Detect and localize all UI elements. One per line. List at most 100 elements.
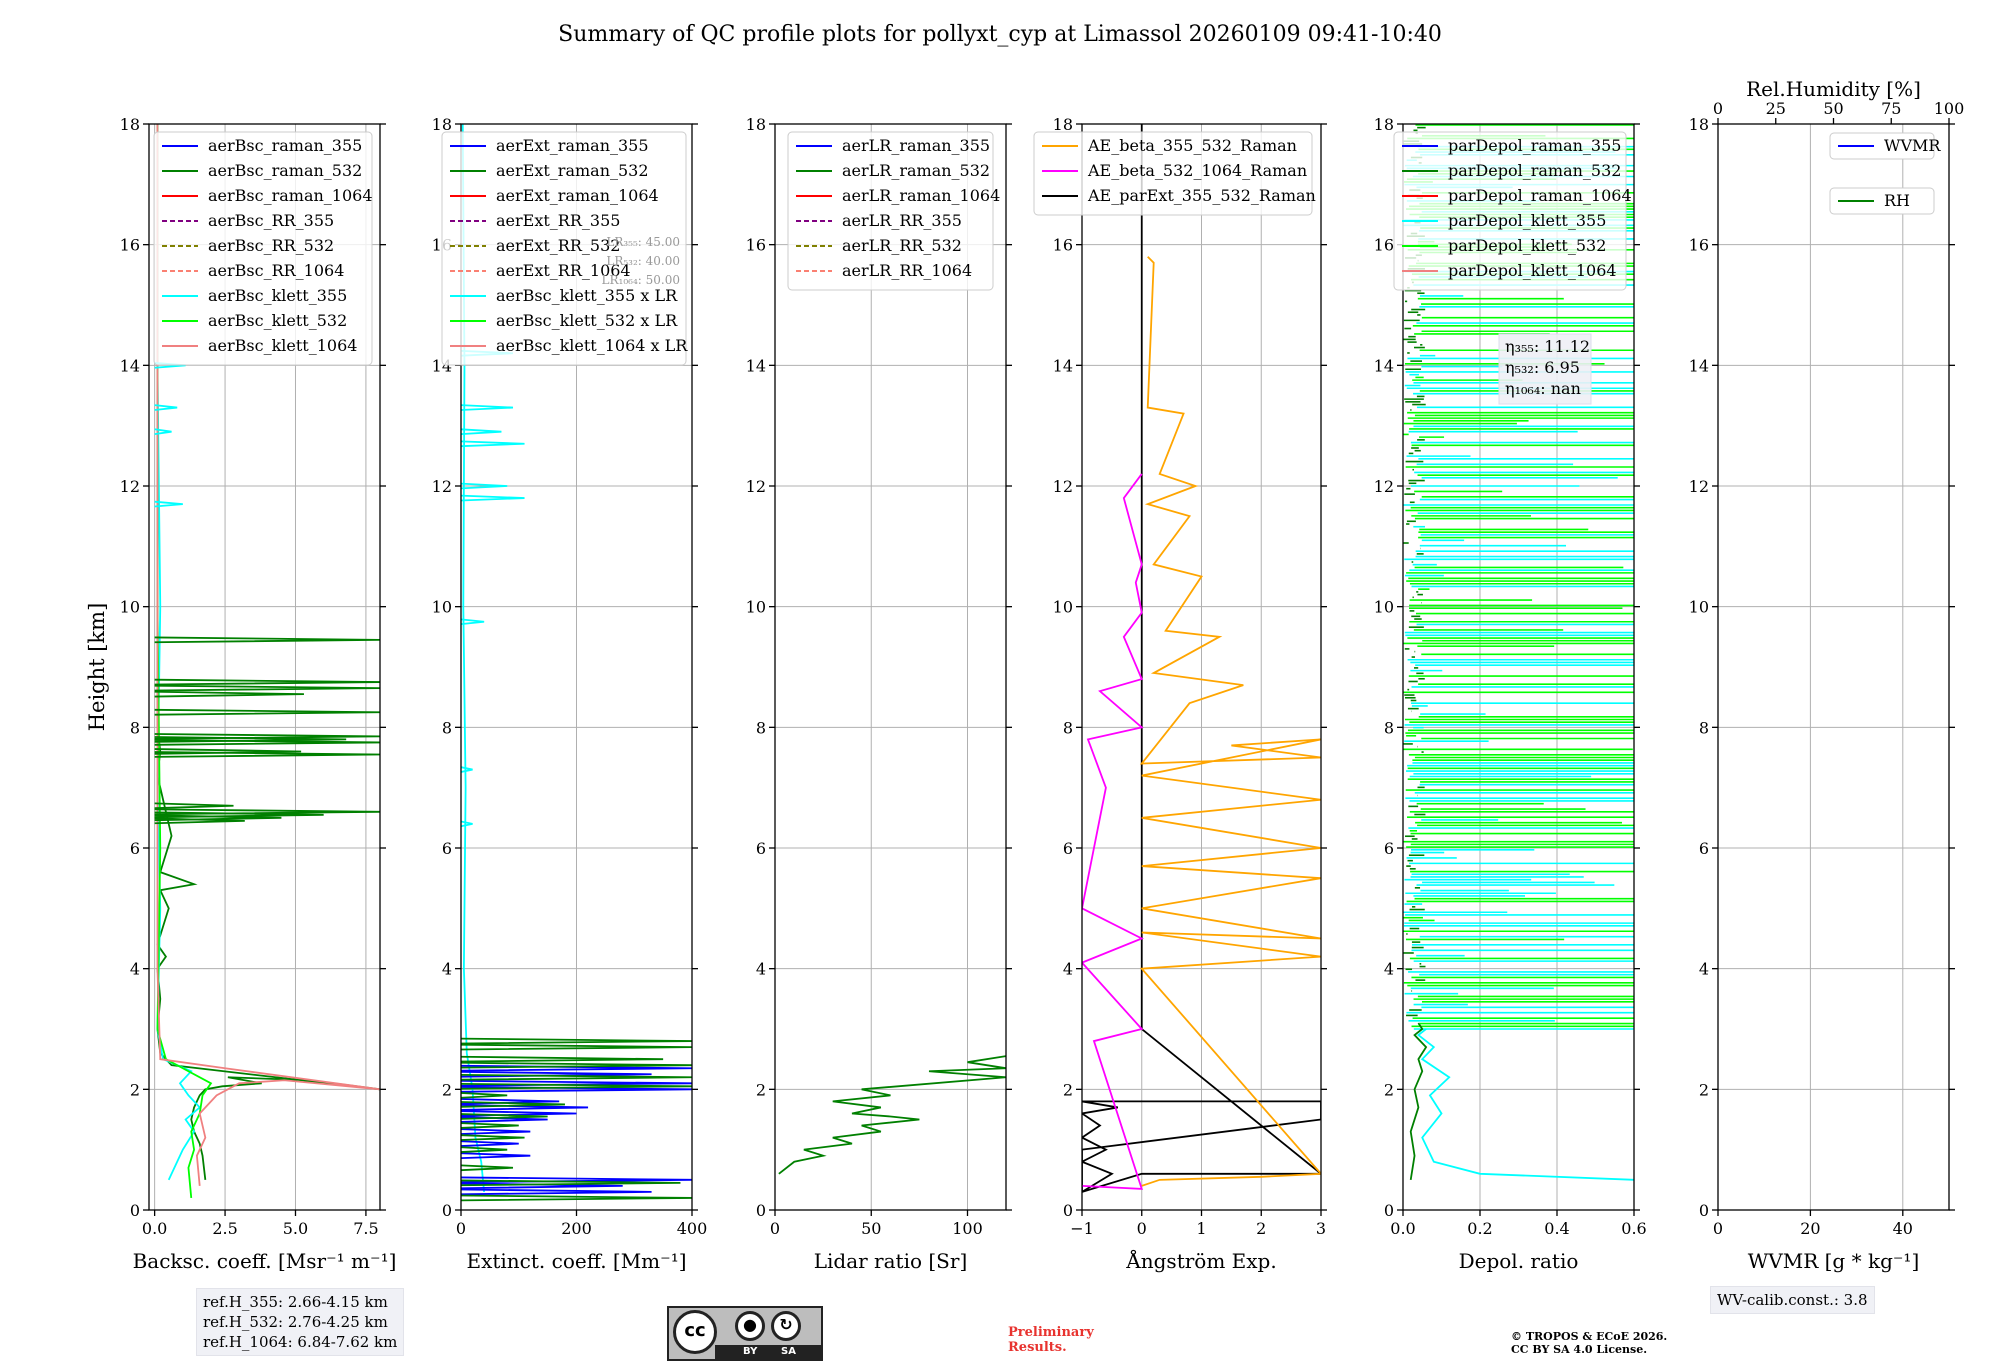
y-tick-label: 12 bbox=[1374, 477, 1394, 496]
y-tick-label: 0 bbox=[1699, 1201, 1709, 1220]
top-x-tick-label: 0 bbox=[1713, 99, 1723, 118]
spike-blue bbox=[461, 1128, 531, 1135]
y-tick-label: 6 bbox=[756, 839, 766, 858]
y-tick-label: 14 bbox=[1053, 356, 1073, 375]
y-tick-label: 6 bbox=[442, 839, 452, 858]
series-AE_parExt_355_532_Raman bbox=[1082, 124, 1321, 1193]
x-axis-label: WVMR [g * kg⁻¹] bbox=[1748, 1249, 1920, 1273]
spike-green bbox=[154, 708, 380, 716]
spike-green bbox=[461, 1092, 508, 1099]
preliminary-note: Preliminary Results. bbox=[1008, 1325, 1094, 1355]
spike-green bbox=[154, 684, 380, 692]
spike-cyan bbox=[461, 482, 508, 490]
spike-cyan bbox=[461, 440, 525, 448]
legend-label: aerExt_raman_355 bbox=[496, 136, 649, 155]
figure-title: Summary of QC profile plots for pollyxt_… bbox=[558, 22, 1442, 47]
legend: WVMR RH bbox=[1829, 132, 1941, 215]
legend-box bbox=[1393, 131, 1627, 291]
cc-license-badge[interactable]: cc ● ↻ BY SA bbox=[667, 1306, 823, 1361]
y-tick-label: 12 bbox=[746, 477, 766, 496]
y-tick-label: 16 bbox=[746, 236, 766, 255]
x-tick-label: 2 bbox=[1256, 1219, 1266, 1238]
x-tick-label: 100 bbox=[952, 1219, 983, 1238]
license-sa-label: SA bbox=[781, 1346, 796, 1357]
legend-label: aerExt_RR_532 bbox=[496, 236, 620, 255]
y-tick-label: 12 bbox=[432, 477, 452, 496]
y-tick-label: 10 bbox=[746, 598, 766, 617]
legend-box bbox=[1829, 187, 1935, 215]
spike-green bbox=[461, 1164, 514, 1172]
y-tick-label: 0 bbox=[442, 1201, 452, 1220]
spike-green bbox=[154, 802, 234, 810]
spike-cyan bbox=[154, 500, 183, 508]
ref-height-532: ref.H_532: 2.76-4.25 km bbox=[203, 1313, 388, 1331]
spike-blue bbox=[461, 1140, 519, 1147]
y-tick-label: 4 bbox=[442, 960, 452, 979]
license-bar: BY SA bbox=[715, 1345, 821, 1359]
series-parDepol_klett_355 bbox=[1416, 1028, 1634, 1181]
legend-label: aerExt_raman_532 bbox=[496, 161, 649, 180]
legend-label: aerBsc_raman_355 bbox=[208, 136, 362, 155]
x-axis-label: Backsc. coeff. [Msr⁻¹ m⁻¹] bbox=[133, 1249, 397, 1273]
spike-cyan bbox=[461, 820, 473, 828]
axes-frame bbox=[1402, 123, 1635, 1211]
y-tick-label: 10 bbox=[1374, 598, 1394, 617]
legend-label: AE_beta_355_532_Raman bbox=[1087, 136, 1297, 155]
x-tick-label: 2.5 bbox=[212, 1219, 237, 1238]
series-aerBsc_klett_1064 bbox=[156, 124, 380, 1186]
y-tick-label: 4 bbox=[1384, 960, 1394, 979]
x-axis-label: Extinct. coeff. [Mm⁻¹] bbox=[466, 1249, 686, 1273]
spike-green bbox=[154, 808, 380, 816]
y-tick-label: 16 bbox=[1053, 236, 1073, 255]
y-tick-label: 10 bbox=[1689, 598, 1709, 617]
y-tick-label: 16 bbox=[1689, 236, 1709, 255]
legend-label: parDepol_klett_532 bbox=[1448, 236, 1606, 255]
x-tick-label: 0.4 bbox=[1544, 1219, 1569, 1238]
y-tick-label: 4 bbox=[130, 960, 140, 979]
y-tick-label: 8 bbox=[130, 718, 140, 737]
legend-label: parDepol_raman_532 bbox=[1448, 161, 1621, 180]
spike-cyan bbox=[154, 428, 172, 436]
top-x-tick-label: 75 bbox=[1881, 99, 1901, 118]
x-tick-label: 0.0 bbox=[142, 1219, 167, 1238]
copyright-note: © TROPOS & ECoE 2026. CC BY SA 4.0 Licen… bbox=[1511, 1330, 1667, 1356]
y-tick-label: 2 bbox=[1699, 1080, 1709, 1099]
spike-green bbox=[154, 636, 380, 644]
spike-green bbox=[461, 1113, 548, 1120]
legend-label: aerLR_raman_1064 bbox=[842, 186, 1000, 205]
y-tick-label: 0 bbox=[1384, 1201, 1394, 1220]
y-tick-label: 12 bbox=[1053, 477, 1073, 496]
wv-calib-const: WV-calib.const.: 3.8 bbox=[1717, 1291, 1868, 1309]
spike-green bbox=[461, 1055, 664, 1063]
eta-label: η₁₀₆₄: nan bbox=[1505, 379, 1581, 398]
spike-green bbox=[461, 1037, 692, 1045]
top-x-tick-label: 25 bbox=[1766, 99, 1786, 118]
axes-frame bbox=[148, 123, 381, 1211]
y-tick-label: 18 bbox=[432, 115, 452, 134]
legend-label: aerExt_RR_1064 bbox=[496, 261, 631, 280]
x-tick-label: 0 bbox=[1713, 1219, 1723, 1238]
legend-label: aerLR_RR_532 bbox=[842, 236, 962, 255]
legend: aerLR_raman_355 aerLR_raman_532 aerLR_rama… bbox=[787, 131, 1000, 291]
series-AE_beta_532_1064_Raman bbox=[1082, 473, 1144, 1190]
x-tick-label: 0.0 bbox=[1390, 1219, 1415, 1238]
legend-label: AE_parExt_355_532_Raman bbox=[1087, 186, 1316, 205]
y-tick-label: 8 bbox=[1063, 718, 1073, 737]
legend-label: aerBsc_klett_1064 bbox=[208, 336, 357, 355]
spike-green bbox=[154, 748, 302, 755]
y-tick-label: 16 bbox=[1374, 236, 1394, 255]
eta-label: η₃₅₅: 11.12 bbox=[1505, 337, 1590, 356]
spike-green bbox=[154, 733, 380, 740]
y-tick-label: 6 bbox=[130, 839, 140, 858]
panel-depol: 0.0 0.2 0.4 0.6 0 2 4 6 8 10 12 14 16 18 Depol. ratio p… bbox=[1374, 115, 1647, 1273]
legend-label: aerBsc_klett_355 bbox=[208, 286, 347, 305]
legend-box bbox=[153, 131, 373, 366]
legend-box bbox=[1829, 132, 1935, 160]
x-axis-label: Lidar ratio [Sr] bbox=[814, 1249, 968, 1273]
y-tick-label: 6 bbox=[1063, 839, 1073, 858]
spike-green bbox=[461, 1043, 692, 1051]
eta-label: η₅₃₂: 6.95 bbox=[1505, 358, 1580, 377]
legend-label: parDepol_raman_1064 bbox=[1448, 186, 1632, 205]
preliminary-line-1: Preliminary bbox=[1008, 1325, 1094, 1340]
